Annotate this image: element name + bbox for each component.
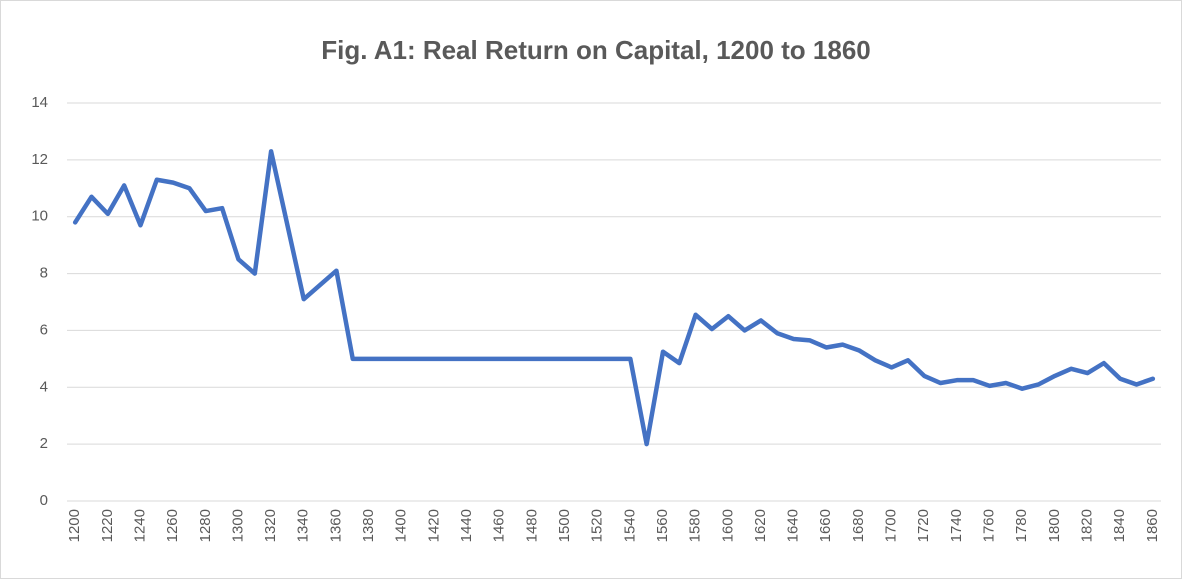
x-tick-label: 1840 (1111, 509, 1128, 542)
x-tick-label: 1200 (66, 509, 83, 542)
x-tick-label: 1340 (295, 509, 312, 542)
x-tick-label: 1600 (719, 509, 736, 542)
x-tick-label: 1220 (99, 509, 116, 542)
x-tick-label: 1240 (131, 509, 148, 542)
x-tick-label: 1440 (458, 509, 475, 542)
y-tick-label: 6 (40, 321, 48, 338)
x-tick-label: 1740 (948, 509, 965, 542)
x-tick-label: 1460 (491, 509, 508, 542)
x-tick-label: 1560 (654, 509, 671, 542)
x-tick-label: 1480 (523, 509, 540, 542)
x-tick-label: 1400 (393, 509, 410, 542)
data-line (72, 149, 1156, 447)
x-tick-label: 1700 (883, 509, 900, 542)
y-tick-label: 4 (40, 378, 48, 395)
x-tick-label: 1540 (621, 509, 638, 542)
x-tick-label: 1520 (589, 509, 606, 542)
x-tick-label: 1300 (229, 509, 246, 542)
y-tick-label: 2 (40, 435, 48, 452)
y-tick-label: 0 (40, 492, 48, 509)
x-tick-label: 1720 (915, 509, 932, 542)
x-tick-label: 1260 (164, 509, 181, 542)
x-tick-label: 1640 (785, 509, 802, 542)
x-tick-label: 1820 (1078, 509, 1095, 542)
x-tick-label: 1360 (327, 509, 344, 542)
x-tick-label: 1680 (850, 509, 867, 542)
x-tick-label: 1580 (687, 509, 704, 542)
y-tick-label: 14 (31, 94, 48, 111)
x-tick-label: 1780 (1013, 509, 1030, 542)
x-tick-label: 1380 (360, 509, 377, 542)
x-tick-label: 1280 (197, 509, 214, 542)
x-tick-label: 1800 (1046, 509, 1063, 542)
x-tick-label: 1660 (817, 509, 834, 542)
x-tick-label: 1860 (1144, 509, 1161, 542)
y-tick-label: 8 (40, 265, 48, 282)
y-tick-label: 10 (31, 208, 48, 225)
y-tick-label: 12 (31, 151, 48, 168)
x-tick-label: 1420 (425, 509, 442, 542)
x-tick-label: 1320 (262, 509, 279, 542)
x-tick-label: 1620 (752, 509, 769, 542)
x-tick-label: 1500 (556, 509, 573, 542)
chart-title: Fig. A1: Real Return on Capital, 1200 to… (321, 35, 871, 65)
x-tick-label: 1760 (981, 509, 998, 542)
